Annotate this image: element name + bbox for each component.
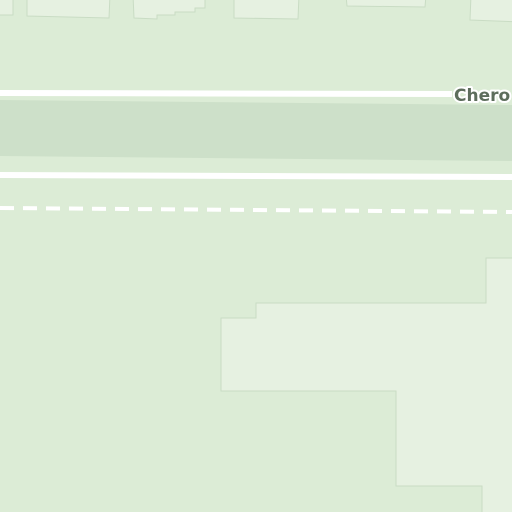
road-north-carriageway[interactable] xyxy=(0,90,453,97)
street-label: Chero xyxy=(454,86,510,106)
dashed-path[interactable] xyxy=(0,206,512,214)
road-south-carriageway[interactable] xyxy=(0,172,512,180)
building xyxy=(345,0,427,8)
building xyxy=(26,0,111,19)
building xyxy=(233,0,300,20)
building xyxy=(0,0,14,16)
building-footprints-top xyxy=(0,0,512,23)
building xyxy=(469,0,512,23)
divided-road-median xyxy=(0,100,512,161)
building xyxy=(132,0,206,20)
building xyxy=(220,257,512,512)
